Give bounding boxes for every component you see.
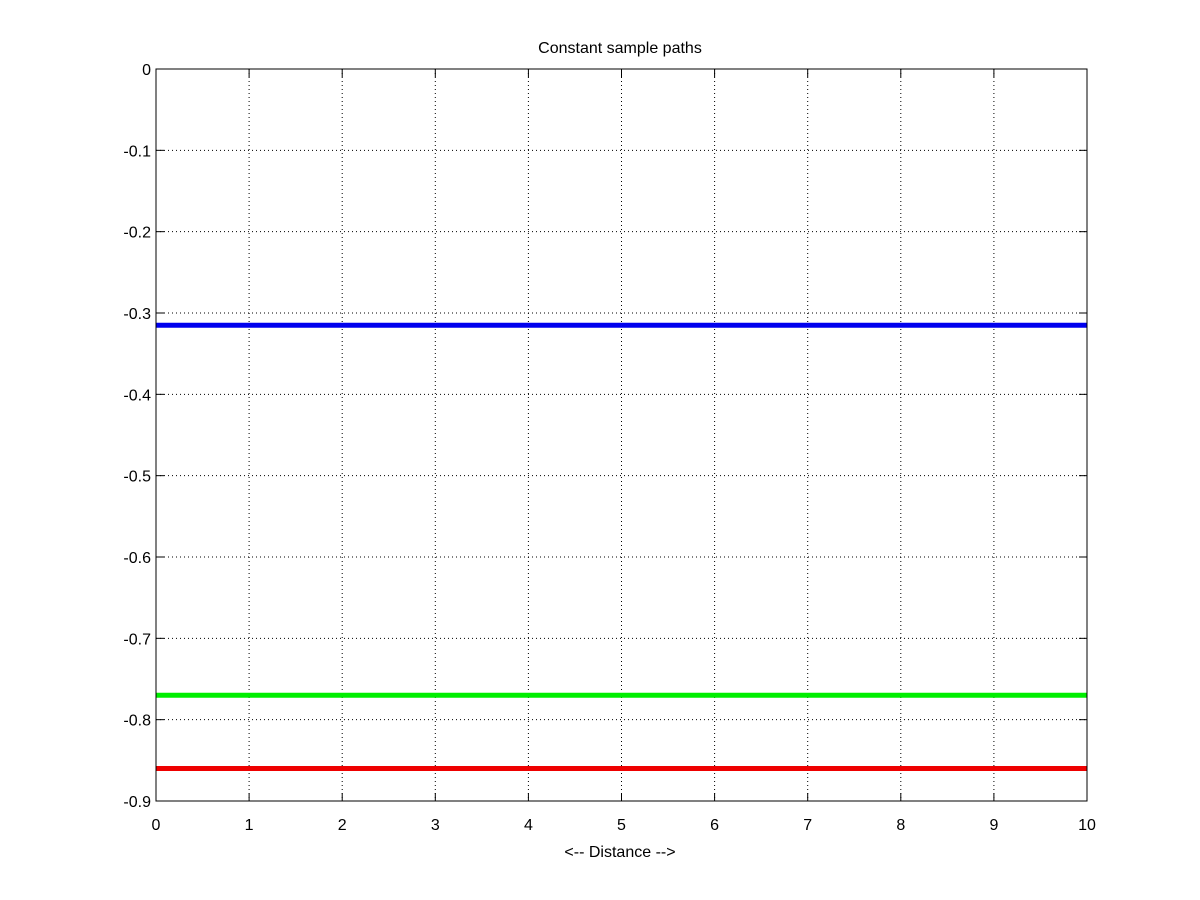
x-tick-label: 1 <box>245 817 254 834</box>
x-tick-label: 5 <box>617 817 626 834</box>
y-tick-label: -0.2 <box>123 225 151 242</box>
x-tick-label: 0 <box>152 817 161 834</box>
chart-title: Constant sample paths <box>538 40 702 57</box>
x-tick-label: 8 <box>896 817 905 834</box>
y-tick-label: 0 <box>142 62 151 79</box>
x-tick-label: 9 <box>989 817 998 834</box>
y-tick-label: -0.8 <box>123 713 151 730</box>
series-group <box>156 322 1087 771</box>
y-tick-labels: 0 -0.1 -0.2 -0.3 -0.4 -0.5 -0.6 -0.7 -0.8 -0.9 <box>123 62 151 811</box>
x-tick-label: 7 <box>803 817 812 834</box>
x-tick-labels: 0 1 2 3 4 5 6 7 8 9 10 <box>152 817 1096 834</box>
x-tick-label: 2 <box>338 817 347 834</box>
y-tick-label: -0.9 <box>123 794 151 811</box>
y-tick-label: -0.5 <box>123 469 151 486</box>
tick-marks <box>155 68 1088 802</box>
y-tick-label: -0.1 <box>123 143 151 160</box>
y-tick-label: -0.4 <box>123 387 151 404</box>
y-tick-label: -0.7 <box>123 631 151 648</box>
x-tick-label: 3 <box>431 817 440 834</box>
y-tick-label: -0.6 <box>123 550 151 567</box>
x-tick-label: 10 <box>1078 817 1096 834</box>
plot-background <box>156 69 1087 801</box>
x-tick-label: 4 <box>524 817 533 834</box>
x-axis-label: <-- Distance --> <box>564 844 675 861</box>
y-tick-label: -0.3 <box>123 306 151 323</box>
x-tick-label: 6 <box>710 817 719 834</box>
